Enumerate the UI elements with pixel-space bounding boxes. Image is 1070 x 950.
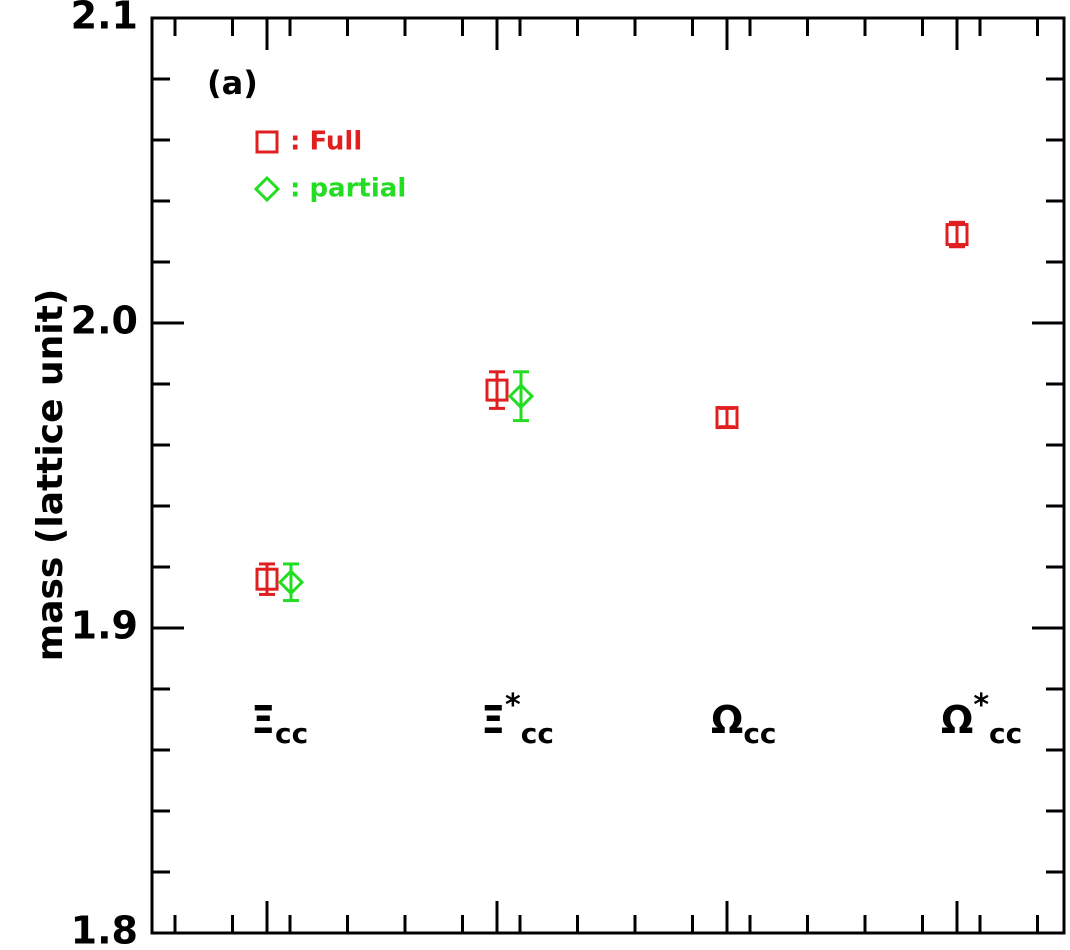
category-symbol: Ω [941, 698, 973, 742]
y-tick-label: 2.1 [71, 0, 138, 38]
marker-full [255, 567, 279, 591]
category-labels: Ξcc Ξ*cc Ωcc Ω*cc [251, 688, 1022, 750]
y-axis-label: mass (lattice unit) [30, 289, 71, 662]
legend-marker-full [255, 130, 279, 154]
data-point-full [715, 406, 739, 430]
data-point-partial [507, 370, 535, 423]
category-label: Ξ*cc [481, 688, 554, 750]
panel-label: (a) [207, 64, 258, 102]
marker-full [945, 223, 969, 247]
data-point-full [255, 562, 279, 596]
plot-frame [150, 16, 1066, 935]
marker-partial [277, 569, 305, 596]
marker-full [715, 406, 739, 430]
legend-label-partial: : partial [290, 174, 406, 204]
data-points [255, 220, 969, 603]
category-symbol: Ξ [481, 698, 505, 742]
category-subscript: cc [275, 717, 308, 750]
legend-label-full: : Full [290, 127, 362, 157]
legend-marker-partial [253, 175, 281, 203]
y-tick-label: 1.9 [71, 604, 138, 648]
y-tick-label: 1.8 [71, 909, 138, 950]
marker-full [485, 378, 509, 402]
legend: : Full : partial [253, 127, 406, 204]
category-superscript: * [505, 688, 521, 723]
category-label: Ωcc [711, 698, 777, 750]
data-point-full [945, 220, 969, 249]
axis-ticks [152, 16, 1064, 935]
category-subscript: cc [743, 717, 776, 750]
category-subscript: cc [521, 717, 554, 750]
category-label: Ω*cc [941, 688, 1022, 750]
y-tick-labels: 1.8 1.9 2.0 2.1 [71, 0, 138, 950]
marker-partial [507, 383, 535, 410]
category-symbol: Ω [711, 698, 743, 742]
data-point-partial [277, 562, 305, 603]
data-point-full [485, 370, 509, 410]
category-label: Ξcc [251, 698, 308, 750]
category-subscript: cc [989, 717, 1022, 750]
y-tick-label: 2.0 [71, 299, 138, 343]
category-superscript: * [973, 688, 989, 723]
category-symbol: Ξ [251, 698, 275, 742]
